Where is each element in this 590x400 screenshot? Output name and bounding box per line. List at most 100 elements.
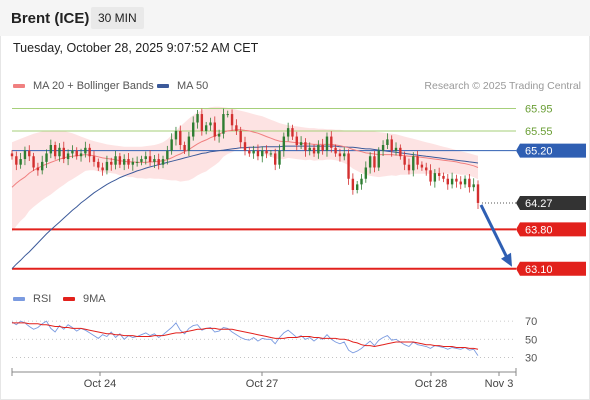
candle-body — [79, 153, 83, 157]
candle-body — [476, 184, 480, 203]
candle-body — [308, 147, 311, 151]
candle-body — [204, 125, 208, 131]
rsi-tick-label: 70 — [525, 316, 537, 328]
candle-body — [114, 156, 117, 165]
candle-body — [58, 147, 61, 157]
candle-body — [144, 156, 147, 160]
candle-body — [256, 150, 260, 157]
candle-body — [325, 136, 329, 151]
candle-body — [338, 153, 342, 157]
x-tick-label: Oct 27 — [246, 378, 278, 390]
candle-body — [148, 156, 152, 162]
candle-body — [179, 130, 182, 145]
candle-body — [110, 161, 113, 165]
candle-body — [15, 156, 18, 165]
instrument-title: Brent (ICE) — [11, 10, 90, 27]
forecast-arrow-head — [501, 252, 512, 267]
candle-body — [28, 150, 31, 157]
candle-body — [373, 156, 376, 168]
candle-body — [170, 139, 173, 151]
candle-body — [131, 161, 135, 165]
candle-body — [265, 150, 268, 154]
candle-body — [468, 178, 471, 188]
candle-body — [321, 145, 324, 151]
candle-body — [92, 156, 96, 162]
candle-body — [442, 175, 445, 179]
level-tag-support-1 — [516, 222, 586, 237]
candle-body — [390, 139, 393, 151]
level-label-resistance-2: 65.95 — [525, 103, 553, 115]
candle-body — [71, 150, 74, 154]
candle-body — [330, 136, 333, 148]
legend-9ma-label: 9MA — [83, 293, 106, 305]
candle-body — [19, 159, 22, 165]
candle-body — [437, 173, 441, 176]
candle-body — [394, 147, 398, 151]
legend-ma50-label: MA 50 — [177, 80, 209, 92]
candle-body — [243, 142, 247, 151]
candle-body — [455, 178, 458, 182]
x-tick-label: Nov 3 — [485, 378, 514, 390]
candle-body — [192, 122, 195, 137]
candle-body — [360, 178, 363, 185]
candle-body — [278, 150, 281, 165]
timeframe-badge[interactable]: 30 MIN — [91, 7, 144, 29]
chart-header: Brent (ICE) 30 MIN — [0, 0, 590, 36]
legend-ma20-swatch — [13, 84, 25, 88]
level-label-support-1: 63.80 — [525, 224, 553, 236]
candle-body — [235, 125, 238, 131]
candle-body — [222, 114, 225, 134]
rsi-ma9-line — [12, 322, 479, 350]
candle-body — [399, 147, 402, 157]
level-tag-support-2 — [516, 261, 586, 276]
candle-body — [66, 153, 70, 160]
candle-body — [196, 114, 199, 123]
bollinger-band-fill — [12, 106, 478, 233]
candle-body — [429, 170, 432, 182]
candle-body — [347, 153, 350, 179]
candle-body — [299, 142, 303, 145]
candle-body — [403, 156, 406, 165]
candle-body — [459, 181, 462, 185]
candle-body — [97, 161, 100, 168]
candle-body — [174, 130, 178, 140]
candle-body — [472, 184, 475, 188]
candle-body — [446, 178, 449, 185]
candle-body — [10, 153, 14, 157]
level-label-resistance-1: 65.55 — [525, 126, 553, 138]
candle-body — [463, 178, 467, 185]
candle-body — [377, 150, 380, 168]
candle-body — [282, 136, 286, 151]
candle-body — [122, 159, 126, 165]
candle-body — [32, 156, 35, 168]
candle-body — [230, 114, 234, 126]
candle-body — [135, 161, 139, 163]
candle-body — [183, 145, 186, 151]
candle-body — [239, 130, 242, 143]
candle-body — [368, 156, 372, 168]
candle-body — [49, 145, 53, 154]
candle-body — [269, 153, 273, 155]
candle-body — [140, 159, 143, 162]
legend-rsi-label: RSI — [33, 293, 52, 305]
candle-body — [217, 133, 221, 137]
rsi-tick-label: 50 — [525, 334, 537, 346]
candle-body — [62, 147, 65, 160]
candle-body — [261, 150, 264, 157]
candle-body — [351, 178, 355, 190]
candle-body — [304, 142, 307, 151]
candle-body — [343, 153, 346, 157]
candle-body — [75, 150, 78, 157]
candle-body — [291, 128, 294, 137]
candle-body — [252, 150, 255, 154]
credit-text: Research © 2025 Trading Central — [424, 80, 581, 92]
level-label-last-price: 64.27 — [525, 198, 553, 210]
candle-body — [226, 114, 229, 116]
candle-body — [295, 136, 298, 145]
timestamp: Tuesday, October 28, 2025 9:07:52 AM CET — [13, 41, 259, 55]
level-label-support-2: 63.10 — [525, 264, 553, 276]
candle-body — [274, 153, 277, 165]
candle-body — [53, 145, 57, 157]
candle-body — [127, 159, 130, 165]
candle-body — [381, 145, 385, 151]
